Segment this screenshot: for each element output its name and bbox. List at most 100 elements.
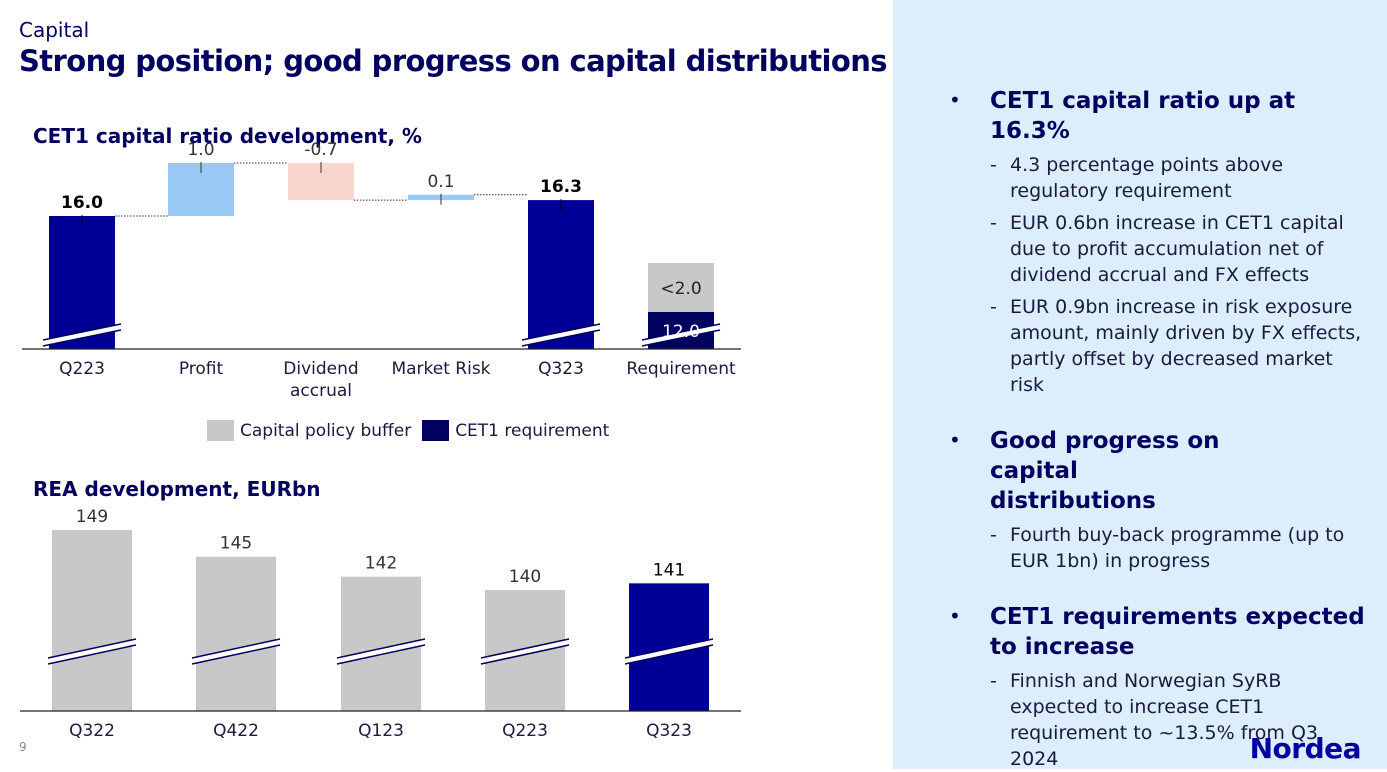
sub-dash: - — [990, 524, 997, 546]
x-tick-label-line: Requirement — [626, 359, 736, 379]
axis-break-line — [521, 323, 601, 341]
axis-break-line — [191, 644, 281, 665]
axis-break — [48, 639, 136, 664]
bullet-sub-item: - Finnish and Norwegian SyRB expected to … — [990, 668, 1369, 772]
x-tick-label-line: Dividend — [283, 359, 358, 379]
rea-bar-q223 — [485, 590, 565, 711]
section-label: Capital — [19, 18, 90, 42]
sub-dash: - — [990, 212, 997, 234]
rea-x-tick-label: Q422 — [213, 721, 259, 741]
page-number: 9 — [19, 740, 27, 754]
rea-x-tick-label: Q323 — [646, 721, 692, 741]
axis-break-line — [47, 644, 137, 665]
axis-break — [43, 324, 121, 346]
x-tick-label: Profit — [179, 359, 224, 379]
cet1-chart-title: CET1 capital ratio development, % — [33, 124, 422, 148]
sub-dash: - — [990, 670, 997, 692]
axis-break-line — [480, 638, 570, 659]
rea-x-tick-label: Q123 — [358, 721, 404, 741]
bullet-sub-item: - EUR 0.9bn increase in risk exposure amo… — [990, 294, 1369, 398]
x-tick-label: Q323 — [538, 359, 584, 379]
rea-bar-q422 — [196, 556, 276, 711]
x-tick-label-line: Q323 — [538, 359, 584, 379]
rea-data-label: 142 — [365, 554, 397, 574]
bullet-list: • CET1 capital ratio up at 16.3% -4.3 perc… — [949, 86, 1369, 772]
rea-data-label: 141 — [653, 560, 685, 580]
axis-break-line — [521, 329, 601, 347]
sub-dash: - — [990, 296, 997, 318]
rea-bar-q322 — [52, 530, 132, 711]
bullet-item: • CET1 capital ratio up at 16.3% -4.3 perc… — [949, 86, 1369, 398]
legend-swatch-requirement — [422, 420, 450, 441]
axis-break-line — [624, 644, 714, 665]
axis-break-line — [641, 329, 721, 347]
legend-item-requirement: CET1 requirement — [422, 420, 609, 441]
bullet-dot: • — [949, 88, 961, 112]
axis-break-line — [191, 638, 281, 659]
axis-break-line — [641, 323, 721, 341]
axis-break-line — [480, 644, 570, 665]
page-title: Strong position; good progress on capita… — [19, 44, 888, 78]
legend-label-buffer: Capital policy buffer — [240, 420, 412, 441]
legend-item-buffer: Capital policy buffer — [207, 420, 411, 441]
axis-break-line — [336, 638, 426, 659]
bullet-sub-item: - Fourth buy-back programme (up to EUR 1b… — [990, 522, 1369, 574]
sub-text: EUR 0.9bn increase in risk exposure amou… — [1010, 296, 1362, 396]
bullet-item: • Good progress on capital distributions -… — [949, 426, 1369, 574]
rea-data-label: 145 — [220, 534, 252, 554]
axis-break-line — [42, 323, 122, 341]
bullet-sub-item: - EUR 0.6bn increase in CET1 capital due … — [990, 210, 1369, 288]
data-label: 1.0 — [187, 140, 214, 160]
bullet-title: CET1 requirements expected to increase — [990, 604, 1365, 660]
sub-text: Fourth buy-back programme (up to EUR 1bn… — [1010, 524, 1345, 572]
data-label: 0.1 — [427, 172, 454, 192]
rea-x-tick-label: Q223 — [502, 721, 548, 741]
data-label: 16.0 — [61, 193, 103, 213]
bullet-title: Good progress on capital distributions — [990, 428, 1220, 514]
data-label: -0.7 — [304, 140, 337, 160]
legend-swatch-buffer — [207, 420, 234, 441]
axis-break-line — [624, 638, 714, 659]
bullet-sub-item: -4.3 percentage points above regulatory … — [990, 152, 1369, 204]
axis-break — [642, 324, 720, 346]
x-tick-label: Q223 — [59, 359, 105, 379]
sub-text: Finnish and Norwegian SyRB expected to i… — [1010, 670, 1319, 770]
rea-data-label: 140 — [509, 567, 541, 587]
summary-panel: • CET1 capital ratio up at 16.3% -4.3 perc… — [893, 0, 1387, 772]
x-tick-label: Dividend accrual — [283, 359, 358, 401]
axis-break-line — [42, 329, 122, 347]
axis-break-line — [336, 644, 426, 665]
x-tick-label-line: Q223 — [59, 359, 105, 379]
bullet-title: CET1 capital ratio up at 16.3% — [990, 88, 1296, 144]
rea-chart-title: REA development, EURbn — [33, 477, 321, 501]
sub-dash: - — [990, 154, 997, 176]
x-tick-label: Requirement — [626, 359, 736, 379]
sub-text: 4.3 percentage points above regulatory r… — [1010, 154, 1284, 202]
data-label: 16.3 — [540, 177, 582, 197]
axis-break — [337, 639, 425, 664]
rea-x-tick-label: Q322 — [69, 721, 115, 741]
axis-break — [481, 639, 569, 664]
rea-bar-q323 — [629, 583, 709, 711]
axis-break-line — [47, 638, 137, 659]
rea-bar-q123 — [341, 576, 421, 711]
axis-break — [625, 639, 713, 664]
axis-break — [192, 639, 280, 664]
bar-q323 — [528, 200, 594, 349]
rea-data-label: 149 — [76, 507, 108, 527]
left-panel: Capital Strong position; good progress o… — [19, 18, 888, 754]
x-tick-label: Market Risk — [391, 359, 490, 379]
x-tick-label-line: Market Risk — [391, 359, 490, 379]
bullet-dot: • — [949, 428, 961, 452]
cet1-waterfall-chart: 16.0 1.0 -0.7 0.1 16.3 <2.0 12.0 Q223 Profit Divi… — [22, 140, 741, 401]
x-tick-label-line: accrual — [290, 381, 352, 401]
data-label-buffer: <2.0 — [660, 279, 701, 299]
legend-label-requirement: CET1 requirement — [455, 420, 610, 441]
bullet-item: • CET1 requirements expected to increase -… — [949, 602, 1369, 772]
x-tick-label-line: Profit — [179, 359, 224, 379]
bar-capital-policy-buffer — [648, 263, 714, 312]
sub-text: EUR 0.6bn increase in CET1 capital due t… — [1010, 212, 1344, 286]
data-label-requirement: 12.0 — [662, 322, 700, 342]
axis-break — [522, 324, 600, 346]
nordea-logo: Nordea — [1249, 732, 1362, 765]
